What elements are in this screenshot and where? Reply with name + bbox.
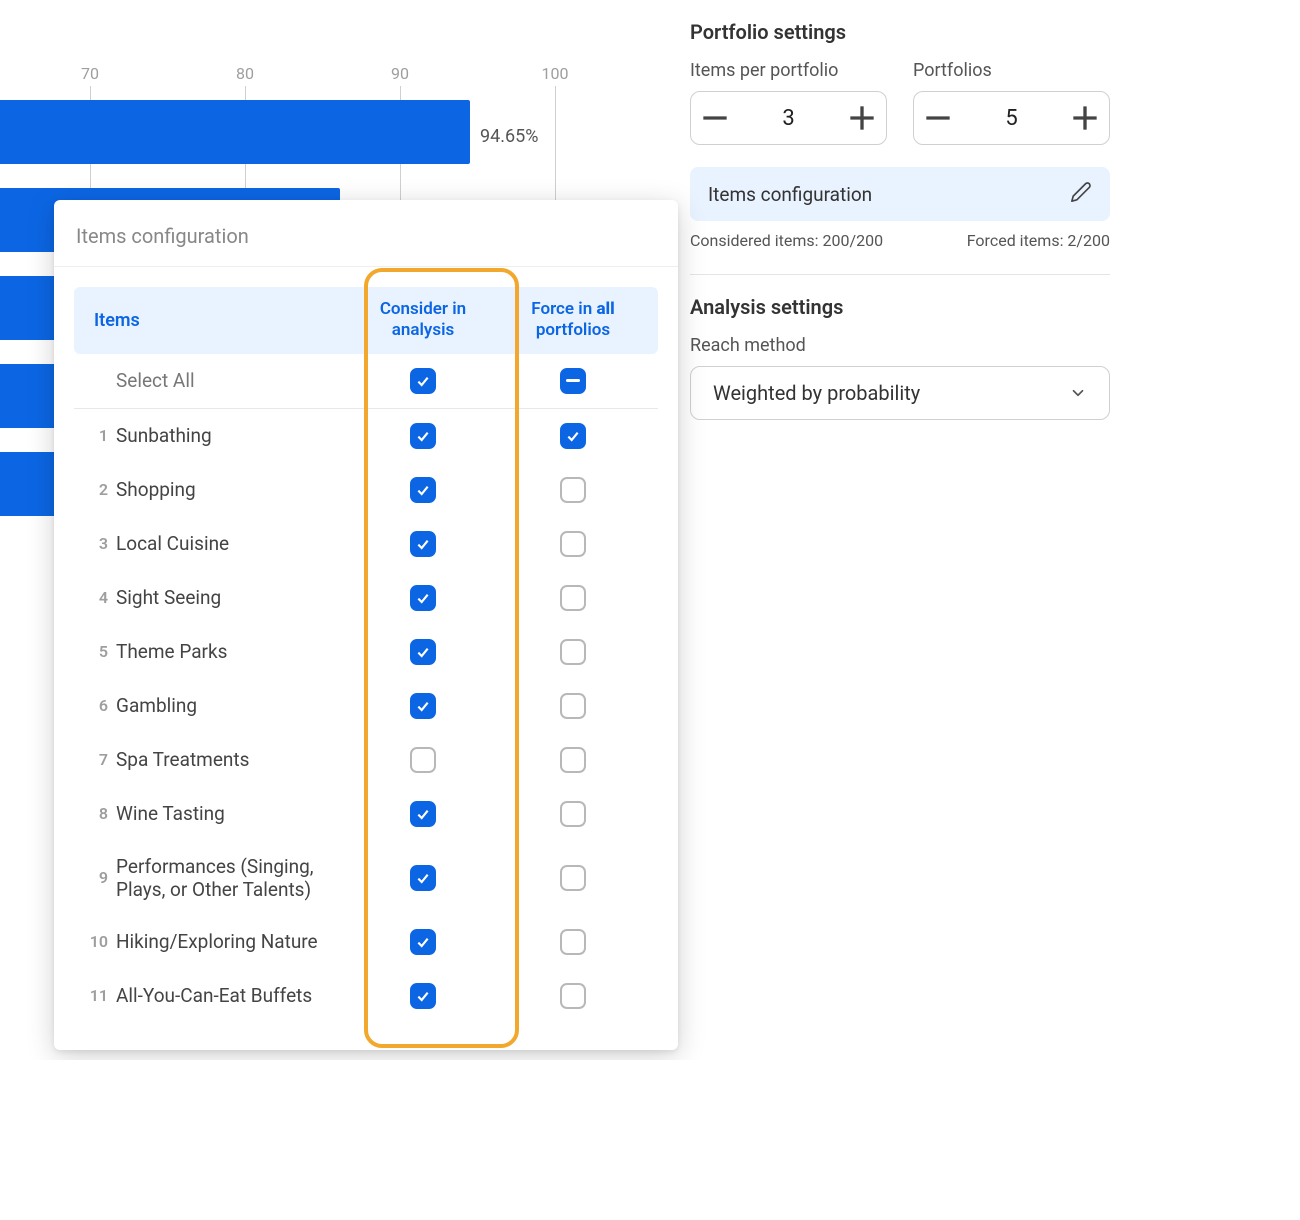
- item-label: Sight Seeing: [116, 586, 348, 609]
- minus-icon[interactable]: [695, 98, 735, 138]
- force-checkbox[interactable]: [560, 747, 586, 773]
- chevron-down-icon: [1069, 384, 1087, 402]
- chart-value-label: 94.65%: [480, 126, 538, 147]
- item-row: 7 Spa Treatments: [74, 733, 658, 787]
- item-index: 8: [84, 804, 108, 823]
- items-per-portfolio-stepper[interactable]: 3: [690, 91, 887, 145]
- minus-icon[interactable]: [918, 98, 958, 138]
- item-row: 2 Shopping: [74, 463, 658, 517]
- items-configuration-label: Items configuration: [708, 183, 872, 206]
- item-row: 4 Sight Seeing: [74, 571, 658, 625]
- force-checkbox[interactable]: [560, 477, 586, 503]
- consider-checkbox[interactable]: [410, 747, 436, 773]
- item-label: Shopping: [116, 478, 348, 501]
- column-items-header[interactable]: Items: [84, 310, 348, 331]
- items-configuration-popover: Items configuration Items Consider inana…: [54, 200, 678, 1050]
- portfolio-settings-heading: Portfolio settings: [690, 20, 1110, 44]
- select-all-label: Select All: [116, 369, 348, 392]
- chart-bar: [0, 100, 470, 164]
- portfolios-label: Portfolios: [913, 60, 1110, 81]
- forced-items-count: Forced items: 2/200: [967, 231, 1110, 250]
- force-checkbox[interactable]: [560, 801, 586, 827]
- force-checkbox[interactable]: [560, 585, 586, 611]
- column-consider-header[interactable]: Consider inanalysis: [348, 299, 498, 342]
- consider-checkbox[interactable]: [410, 801, 436, 827]
- analysis-settings-heading: Analysis settings: [690, 295, 1110, 319]
- consider-checkbox[interactable]: [410, 929, 436, 955]
- item-index: 3: [84, 534, 108, 553]
- items-per-portfolio-label: Items per portfolio: [690, 60, 887, 81]
- consider-checkbox[interactable]: [410, 477, 436, 503]
- select-all-row: Select All: [74, 354, 658, 409]
- item-row: 11 All-You-Can-Eat Buffets: [74, 969, 658, 1023]
- item-label: Theme Parks: [116, 640, 348, 663]
- item-label: Sunbathing: [116, 424, 348, 447]
- axis-tick: 80: [236, 64, 254, 83]
- items-per-portfolio-value: 3: [782, 106, 794, 131]
- divider: [690, 274, 1110, 275]
- item-label: Spa Treatments: [116, 748, 348, 771]
- force-checkbox[interactable]: [560, 531, 586, 557]
- consider-checkbox[interactable]: [410, 639, 436, 665]
- item-row: 9 Performances (Singing, Plays, or Other …: [74, 841, 658, 915]
- items-configuration-button[interactable]: Items configuration: [690, 167, 1110, 221]
- consider-checkbox[interactable]: [410, 585, 436, 611]
- item-label: Local Cuisine: [116, 532, 348, 555]
- plus-icon[interactable]: [1065, 98, 1105, 138]
- consider-checkbox[interactable]: [410, 531, 436, 557]
- consider-checkbox[interactable]: [410, 423, 436, 449]
- item-label: All-You-Can-Eat Buffets: [116, 984, 348, 1007]
- force-checkbox[interactable]: [560, 693, 586, 719]
- item-index: 9: [84, 868, 108, 887]
- reach-method-label: Reach method: [690, 335, 1110, 356]
- item-index: 11: [84, 986, 108, 1005]
- item-label: Gambling: [116, 694, 348, 717]
- reach-method-value: Weighted by probability: [713, 381, 920, 405]
- item-label: Wine Tasting: [116, 802, 348, 825]
- popover-table-header: Items Consider inanalysis Force in allpo…: [74, 287, 658, 354]
- popover-title: Items configuration: [54, 200, 678, 267]
- force-checkbox[interactable]: [560, 639, 586, 665]
- select-all-force-checkbox[interactable]: [560, 368, 586, 394]
- axis-tick: 90: [391, 64, 409, 83]
- item-row: 6 Gambling: [74, 679, 658, 733]
- settings-panel: Portfolio settings Items per portfolio 3…: [690, 20, 1110, 420]
- consider-checkbox[interactable]: [410, 983, 436, 1009]
- item-index: 4: [84, 588, 108, 607]
- item-row: 1 Sunbathing: [74, 409, 658, 463]
- item-label: Hiking/Exploring Nature: [116, 930, 348, 953]
- item-row: 8 Wine Tasting: [74, 787, 658, 841]
- reach-method-select[interactable]: Weighted by probability: [690, 366, 1110, 420]
- item-index: 1: [84, 426, 108, 445]
- force-checkbox[interactable]: [560, 929, 586, 955]
- item-row: 3 Local Cuisine: [74, 517, 658, 571]
- consider-checkbox[interactable]: [410, 693, 436, 719]
- item-index: 7: [84, 750, 108, 769]
- item-index: 6: [84, 696, 108, 715]
- item-row: 5 Theme Parks: [74, 625, 658, 679]
- consider-checkbox[interactable]: [410, 865, 436, 891]
- considered-items-count: Considered items: 200/200: [690, 231, 883, 250]
- column-force-header[interactable]: Force in allportfolios: [498, 299, 648, 342]
- item-row: 10 Hiking/Exploring Nature: [74, 915, 658, 969]
- item-index: 10: [84, 932, 108, 951]
- pencil-icon: [1070, 181, 1092, 207]
- force-checkbox[interactable]: [560, 983, 586, 1009]
- select-all-consider-checkbox[interactable]: [410, 368, 436, 394]
- force-checkbox[interactable]: [560, 423, 586, 449]
- item-index: 2: [84, 480, 108, 499]
- item-index: 5: [84, 642, 108, 661]
- portfolios-stepper[interactable]: 5: [913, 91, 1110, 145]
- plus-icon[interactable]: [842, 98, 882, 138]
- portfolios-value: 5: [1005, 106, 1017, 131]
- item-label: Performances (Singing, Plays, or Other T…: [116, 855, 348, 901]
- axis-tick: 70: [81, 64, 99, 83]
- force-checkbox[interactable]: [560, 865, 586, 891]
- axis-tick: 100: [542, 64, 569, 83]
